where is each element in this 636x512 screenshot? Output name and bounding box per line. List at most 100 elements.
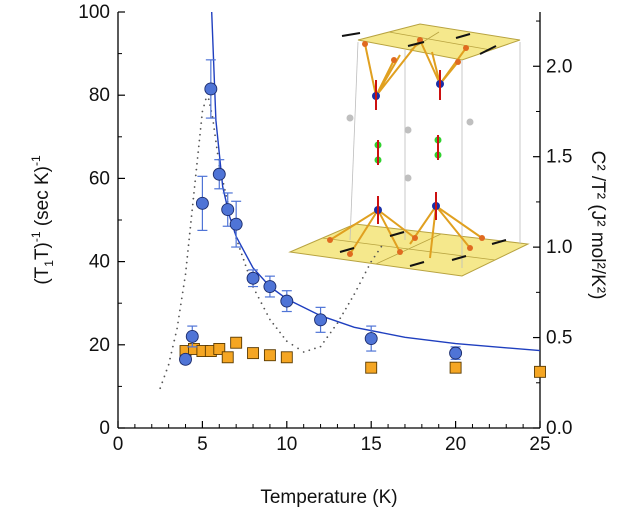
heat-capacity-dot	[171, 345, 174, 348]
heat-capacity-dot	[163, 375, 166, 378]
heat-capacity-dot	[244, 264, 247, 267]
heat-capacity-dot	[356, 287, 359, 290]
heat-capacity-dot	[199, 133, 201, 136]
heat-capacity-dot	[254, 291, 257, 294]
heat-capacity-dot	[336, 322, 339, 324]
heat-capacity-dot	[216, 152, 219, 155]
heat-capacity-dot	[194, 174, 197, 177]
heat-capacity-dot	[344, 307, 347, 310]
heat-capacity-dot	[225, 194, 228, 197]
y-tick-label: 60	[89, 168, 110, 189]
circle-point	[221, 203, 235, 217]
heat-capacity-dot	[200, 116, 203, 119]
circle-point	[449, 346, 463, 360]
circle-point	[179, 352, 192, 366]
heat-capacity-dot	[353, 293, 356, 296]
y-axis-label: (T1T)-1 (sec K)-1	[29, 155, 56, 285]
heat-capacity-dot	[291, 343, 294, 346]
series-circles	[179, 59, 463, 366]
heat-capacity-dot	[272, 322, 275, 325]
heat-capacity-dot	[184, 273, 187, 276]
heat-capacity-dot	[266, 313, 269, 315]
circle-point	[204, 82, 218, 96]
axis-tick-labels: 0 5 10 15 20 25 0 20 40 60 80 100 0.0 0.5 1.0 1.5 2.0	[78, 2, 572, 455]
y-axis-label-unit-sup: -1	[29, 155, 43, 166]
y-axis-label-unit: (sec K)	[32, 166, 53, 231]
square-point	[449, 361, 462, 374]
heat-capacity-dot	[329, 331, 332, 334]
heat-capacity-dot	[377, 250, 379, 253]
heat-capacity-dot	[370, 260, 373, 263]
heat-capacity-dot	[367, 266, 370, 268]
heat-capacity-dot	[204, 98, 207, 101]
axis-ticks	[117, 11, 541, 429]
heat-capacity-dot	[213, 128, 216, 131]
heat-capacity-dot	[180, 297, 183, 300]
y2-tick-label: 1.0	[546, 237, 572, 258]
heat-capacity-dot	[282, 335, 285, 338]
plot-frame	[117, 12, 541, 429]
heat-capacity-dot	[326, 336, 329, 339]
x-tick-label: 0	[113, 434, 124, 455]
heat-capacity-dot	[178, 309, 181, 312]
heat-capacity-dot	[257, 296, 260, 299]
circle-point	[314, 313, 328, 327]
fit-curve-line	[211, 11, 541, 352]
crystal-structure-inset	[288, 23, 530, 277]
heat-capacity-dot	[181, 291, 184, 294]
heat-capacity-dot	[246, 269, 249, 272]
x-tick-label: 20	[445, 434, 466, 455]
heat-capacity-dot	[191, 209, 194, 212]
y-axis-label-sup: -1	[29, 231, 43, 242]
heat-capacity-dot	[302, 351, 305, 353]
heat-capacity-dot	[191, 203, 194, 206]
heat-capacity-dot	[275, 327, 278, 330]
y2-tick-label: 0.5	[546, 328, 572, 349]
heat-capacity-dot	[193, 191, 195, 194]
heat-capacity-dot	[242, 258, 245, 261]
heat-capacity-dot	[195, 168, 198, 171]
heat-capacity-dot	[211, 116, 214, 118]
heat-capacity-dot	[197, 151, 200, 154]
heat-capacity-dot	[173, 339, 176, 342]
heat-capacity-dot	[308, 349, 311, 352]
y-tick-label: 20	[89, 335, 110, 356]
heat-capacity-dot	[189, 226, 192, 229]
heat-capacity-dot	[178, 315, 180, 318]
y-axis-label-sub: 1	[42, 260, 56, 267]
square-point	[221, 351, 234, 364]
square-point	[213, 343, 226, 355]
svg-text:(T1T)-1 (sec K)-1: (T1T)-1 (sec K)-1	[29, 155, 56, 285]
x-tick-label: 5	[197, 434, 208, 455]
square-point	[230, 336, 243, 349]
y-axis-label-tail: T)	[32, 242, 53, 260]
heat-capacity-dot	[179, 303, 182, 306]
heat-capacity-dot	[161, 381, 164, 384]
heat-capacity-dot	[237, 242, 239, 245]
y-tick-label: 40	[89, 252, 110, 273]
square-point	[280, 351, 293, 364]
y2-tick-label: 2.0	[546, 56, 572, 77]
circle-point	[364, 332, 378, 346]
heat-capacity-dot	[167, 363, 170, 366]
heat-capacity-dot	[215, 146, 218, 149]
x-tick-label: 25	[529, 434, 550, 455]
heat-capacity-dot	[187, 244, 190, 247]
y-tick-label: 80	[89, 85, 110, 106]
heat-capacity-dot	[177, 321, 179, 324]
x-axis-label: Temperature (K)	[260, 487, 397, 508]
heat-capacity-dot	[239, 248, 241, 250]
heat-capacity-dot	[190, 221, 192, 223]
y2-tick-label: 1.5	[546, 147, 572, 168]
heat-capacity-dotted-curve	[159, 92, 383, 390]
heat-capacity-dot	[339, 317, 342, 320]
heat-capacity-dot	[203, 104, 205, 107]
heat-capacity-dot	[190, 215, 193, 218]
heat-capacity-dot	[207, 98, 210, 101]
heat-capacity-dot	[159, 387, 162, 390]
heat-capacity-dot	[185, 261, 188, 264]
circle-point	[195, 196, 209, 210]
heat-capacity-dot	[185, 267, 188, 270]
circle-point	[229, 217, 243, 231]
heat-capacity-dot	[359, 282, 361, 285]
